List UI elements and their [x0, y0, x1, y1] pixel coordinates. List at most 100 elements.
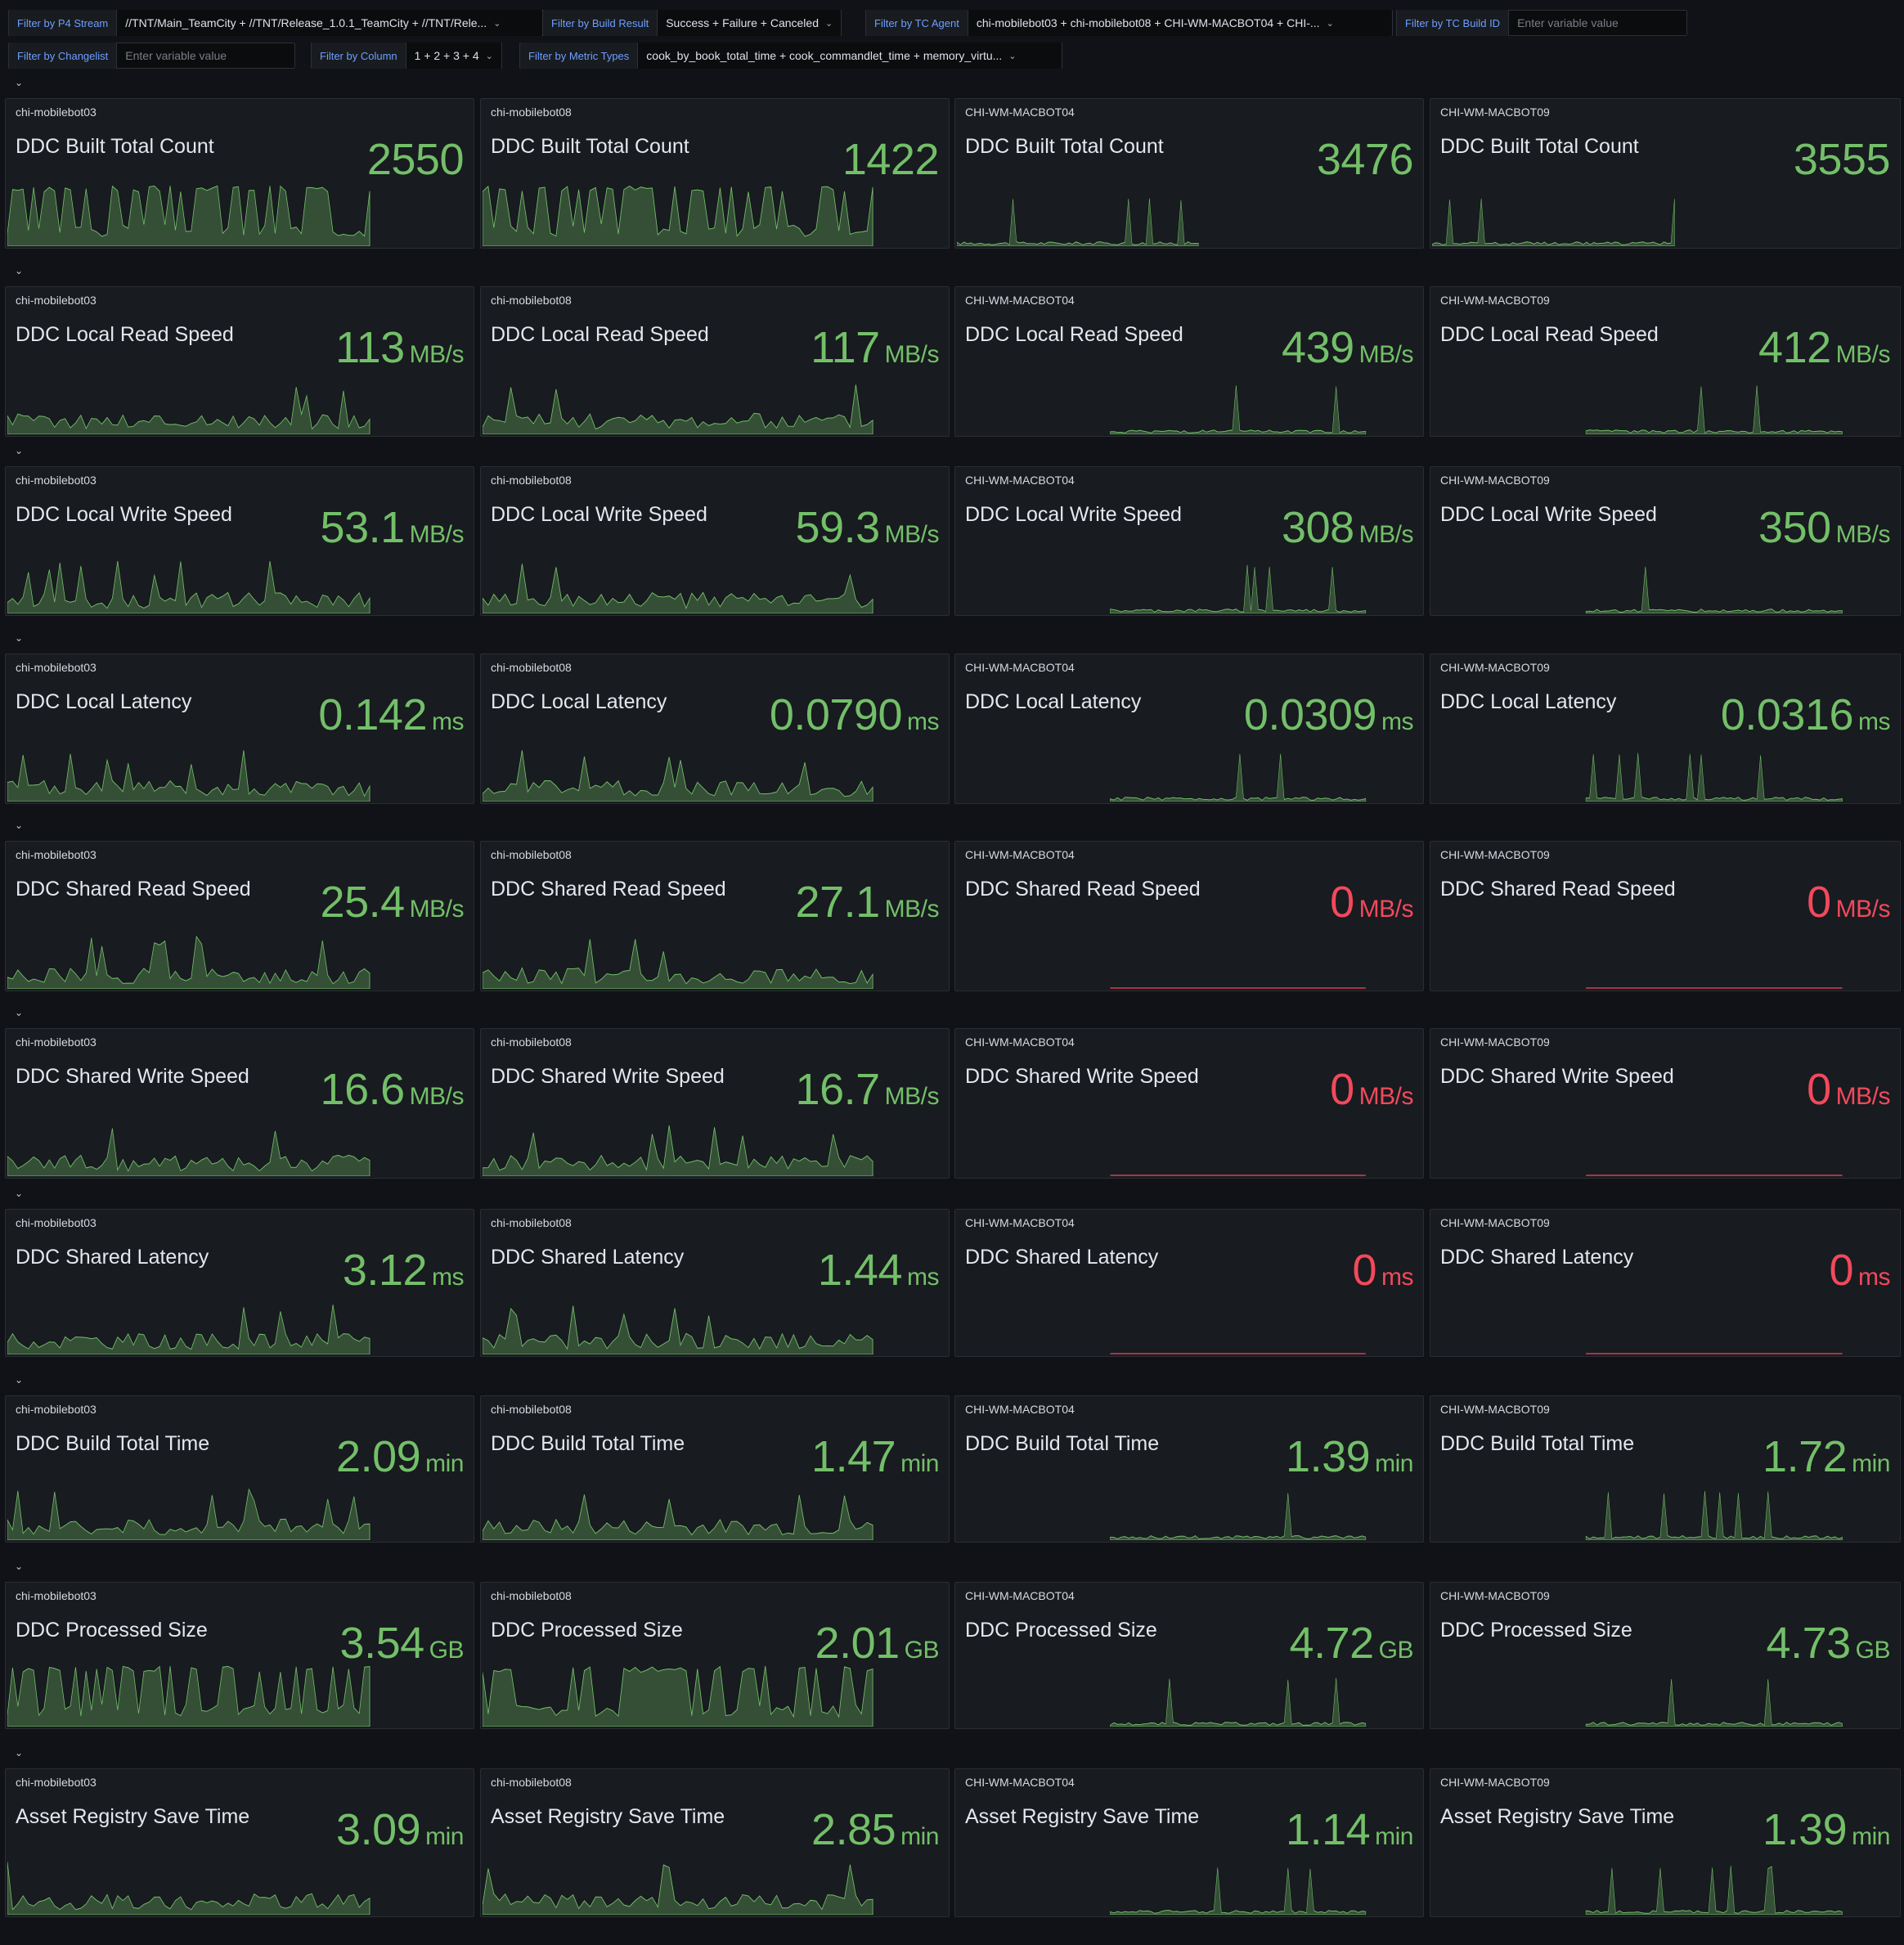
chevron-down-icon[interactable]: ⌄ [14, 1188, 24, 1199]
stat-number: 1.44 [817, 1246, 903, 1295]
stat-panel[interactable]: chi-mobilebot03 DDC Processed Size 3.54 GB [5, 1582, 474, 1729]
stat-panel[interactable]: chi-mobilebot08 DDC Shared Read Speed 27.1… [480, 841, 950, 991]
filter-changelist[interactable]: Filter by Changelist [8, 43, 296, 69]
stat-panel[interactable]: chi-mobilebot08 DDC Shared Write Speed 16.… [480, 1028, 950, 1179]
panel-title: DDC Build Total Time [16, 1432, 210, 1455]
chevron-down-icon[interactable]: ⌄ [14, 77, 24, 88]
panel-title: DDC Local Read Speed [1440, 323, 1659, 346]
stat-panel[interactable]: CHI-WM-MACBOT04 DDC Local Write Speed 308 M… [954, 466, 1424, 616]
chevron-down-icon[interactable]: ⌄ [14, 632, 24, 644]
panel-title: DDC Local Write Speed [491, 503, 707, 526]
stat-panel[interactable]: CHI-WM-MACBOT04 DDC Processed Size 4.72 GB [954, 1582, 1424, 1729]
stat-panel[interactable]: CHI-WM-MACBOT09 DDC Processed Size 4.73 GB [1430, 1582, 1901, 1729]
chevron-down-icon[interactable]: ⌄ [14, 820, 24, 831]
filter-tc-agent[interactable]: Filter by TC Agent chi-mobilebot03 + chi… [865, 10, 1393, 36]
stat-panel[interactable]: CHI-WM-MACBOT09 DDC Build Total Time 1.72 m… [1430, 1395, 1901, 1543]
panel-title: DDC Shared Write Speed [1440, 1065, 1674, 1088]
stat-panel[interactable]: chi-mobilebot03 Asset Registry Save Time 3… [5, 1768, 474, 1917]
stat-number: 0.0316 [1720, 690, 1854, 739]
panel-title: DDC Shared Read Speed [1440, 878, 1676, 901]
panel-host-label: CHI-WM-MACBOT04 [965, 106, 1075, 119]
stat-panel[interactable]: CHI-WM-MACBOT04 DDC Built Total Count 3476 [954, 98, 1424, 249]
stat-panel[interactable]: chi-mobilebot03 DDC Built Total Count 2550 [5, 98, 474, 249]
chevron-down-icon[interactable]: ⌄ [14, 1374, 24, 1386]
panel-title: DDC Build Total Time [1440, 1432, 1635, 1455]
filter-metric-types-select[interactable]: cook_by_book_total_time + cook_commandle… [638, 43, 1063, 69]
stat-panel[interactable]: CHI-WM-MACBOT04 Asset Registry Save Time 1… [954, 1768, 1424, 1917]
panel-title: DDC Built Total Count [491, 135, 689, 158]
stat-panel[interactable]: CHI-WM-MACBOT09 DDC Local Write Speed 350 M… [1430, 466, 1901, 616]
stat-panel[interactable]: CHI-WM-MACBOT04 DDC Shared Latency 0 ms [954, 1209, 1424, 1357]
panel-host-label: chi-mobilebot03 [16, 848, 97, 861]
sparkline-series [1585, 1678, 1843, 1727]
stat-panel[interactable]: chi-mobilebot03 DDC Shared Write Speed 16.… [5, 1028, 474, 1179]
panel-stat-value: 4.73 GB [1767, 1619, 1891, 1675]
sparkline-series [1110, 385, 1367, 434]
stat-unit: MB/s [1835, 521, 1891, 548]
stat-panel[interactable]: chi-mobilebot03 DDC Local Read Speed 113 MB… [5, 286, 474, 437]
stat-unit: MB/s [1835, 896, 1891, 923]
chevron-down-icon[interactable]: ⌄ [14, 1007, 24, 1018]
stat-panel[interactable]: CHI-WM-MACBOT04 DDC Shared Read Speed 0 MB/… [954, 841, 1424, 991]
stat-panel[interactable]: CHI-WM-MACBOT04 DDC Shared Write Speed 0 MB… [954, 1028, 1424, 1179]
tc-build-id-input[interactable] [1509, 10, 1688, 36]
sparkline-series [483, 1305, 873, 1354]
panel-stat-value: 1.72 min [1763, 1432, 1890, 1489]
stat-panel[interactable]: CHI-WM-MACBOT04 DDC Local Read Speed 439 MB… [954, 286, 1424, 437]
stat-panel[interactable]: CHI-WM-MACBOT09 DDC Shared Write Speed 0 MB… [1430, 1028, 1901, 1179]
stat-panel[interactable]: chi-mobilebot03 DDC Local Latency 0.142 ms [5, 654, 474, 804]
panel-title: DDC Local Read Speed [965, 323, 1183, 346]
filter-p4-stream-select[interactable]: //TNT/Main_TeamCity + //TNT/Release_1.0.… [117, 10, 544, 36]
sparkline-series [7, 1862, 370, 1915]
stat-panel[interactable]: chi-mobilebot03 DDC Local Write Speed 53.1… [5, 466, 474, 616]
stat-unit: GB [1855, 1637, 1891, 1664]
filter-build-result[interactable]: Filter by Build Result Success + Failure… [542, 10, 842, 36]
filter-build-result-select[interactable]: Success + Failure + Canceled ⌄ [658, 10, 842, 36]
sparkline-series [1585, 752, 1843, 802]
stat-panel[interactable]: chi-mobilebot03 DDC Shared Latency 3.12 ms [5, 1209, 474, 1357]
stat-panel[interactable]: CHI-WM-MACBOT04 DDC Build Total Time 1.39 m… [954, 1395, 1424, 1543]
filter-column[interactable]: Filter by Column 1 + 2 + 3 + 4 ⌄ [311, 43, 502, 69]
stat-number: 16.7 [795, 1065, 881, 1114]
sparkline-series [483, 1864, 873, 1915]
stat-panel[interactable]: chi-mobilebot08 DDC Local Latency 0.0790 ms [480, 654, 950, 804]
stat-panel[interactable]: chi-mobilebot08 DDC Local Read Speed 117 MB… [480, 286, 950, 437]
stat-unit: MB/s [409, 521, 465, 548]
stat-panel[interactable]: chi-mobilebot08 DDC Processed Size 2.01 GB [480, 1582, 950, 1729]
stat-panel[interactable]: chi-mobilebot08 DDC Build Total Time 1.47 m… [480, 1395, 950, 1543]
filter-tc-build-id[interactable]: Filter by TC Build ID [1396, 10, 1688, 36]
sparkline-series [1110, 1678, 1367, 1727]
sparkline-chart [483, 182, 947, 246]
stat-panel[interactable]: CHI-WM-MACBOT04 DDC Local Latency 0.0309 ms [954, 654, 1424, 804]
panel-host-label: chi-mobilebot08 [491, 1035, 572, 1049]
chevron-down-icon[interactable]: ⌄ [14, 1747, 24, 1759]
stat-unit: MB/s [884, 341, 940, 368]
stat-panel[interactable]: CHI-WM-MACBOT09 DDC Built Total Count 3555 [1430, 98, 1901, 249]
sparkline-series [483, 384, 873, 434]
stat-panel[interactable]: CHI-WM-MACBOT09 DDC Local Read Speed 412 MB… [1430, 286, 1901, 437]
panel-title: DDC Shared Latency [965, 1246, 1159, 1269]
panel-title: DDC Shared Latency [491, 1246, 685, 1269]
filter-p4-stream[interactable]: Filter by P4 Stream //TNT/Main_TeamCity … [8, 10, 544, 36]
sparkline-series [483, 1665, 873, 1727]
stat-panel[interactable]: chi-mobilebot03 DDC Shared Read Speed 25.4… [5, 841, 474, 991]
stat-panel[interactable]: chi-mobilebot08 DDC Local Write Speed 59.3… [480, 466, 950, 616]
stat-panel[interactable]: CHI-WM-MACBOT09 DDC Shared Read Speed 0 MB/… [1430, 841, 1901, 991]
stat-panel[interactable]: chi-mobilebot08 DDC Built Total Count 1422 [480, 98, 950, 249]
changelist-input[interactable] [117, 43, 296, 69]
stat-panel[interactable]: chi-mobilebot03 DDC Build Total Time 2.09 m… [5, 1395, 474, 1543]
filter-metric-types[interactable]: Filter by Metric Types cook_by_book_tota… [519, 43, 1063, 69]
stat-panel[interactable]: chi-mobilebot08 DDC Shared Latency 1.44 ms [480, 1209, 950, 1357]
stat-panel[interactable]: CHI-WM-MACBOT09 Asset Registry Save Time 1… [1430, 1768, 1901, 1917]
chevron-down-icon[interactable]: ⌄ [14, 1561, 24, 1572]
stat-panel[interactable]: CHI-WM-MACBOT09 DDC Local Latency 0.0316 ms [1430, 654, 1901, 804]
sparkline-series [7, 1665, 370, 1727]
filter-tc-agent-select[interactable]: chi-mobilebot03 + chi-mobilebot08 + CHI-… [968, 10, 1393, 36]
stat-panel[interactable]: chi-mobilebot08 Asset Registry Save Time 2… [480, 1768, 950, 1917]
chevron-down-icon[interactable]: ⌄ [14, 265, 24, 276]
filter-column-select[interactable]: 1 + 2 + 3 + 4 ⌄ [406, 43, 502, 69]
chevron-down-icon: ⌄ [1326, 18, 1334, 29]
stat-unit: MB/s [1835, 341, 1891, 368]
chevron-down-icon[interactable]: ⌄ [14, 445, 24, 456]
stat-panel[interactable]: CHI-WM-MACBOT09 DDC Shared Latency 0 ms [1430, 1209, 1901, 1357]
